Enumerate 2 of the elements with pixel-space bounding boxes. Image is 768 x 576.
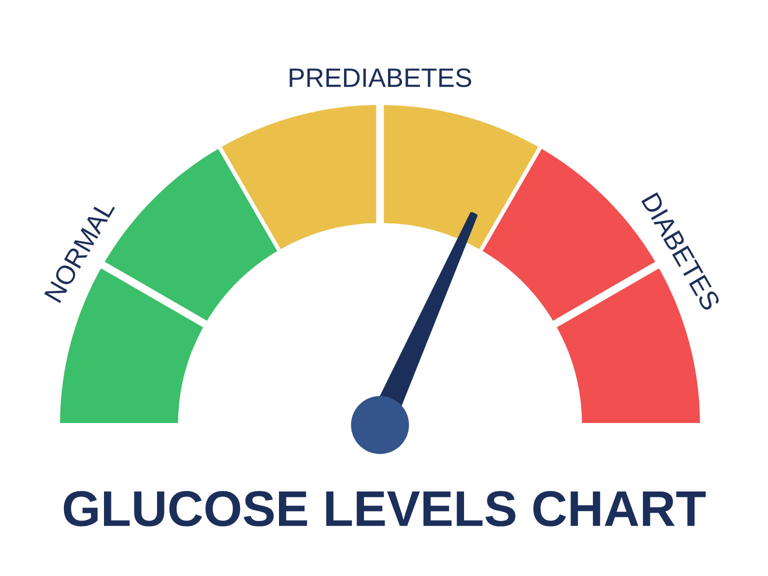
- text: GLUCOSE LEVELS CHART: [64, 491, 706, 526]
- slice-label: PREDIABETES: [290, 68, 472, 88]
